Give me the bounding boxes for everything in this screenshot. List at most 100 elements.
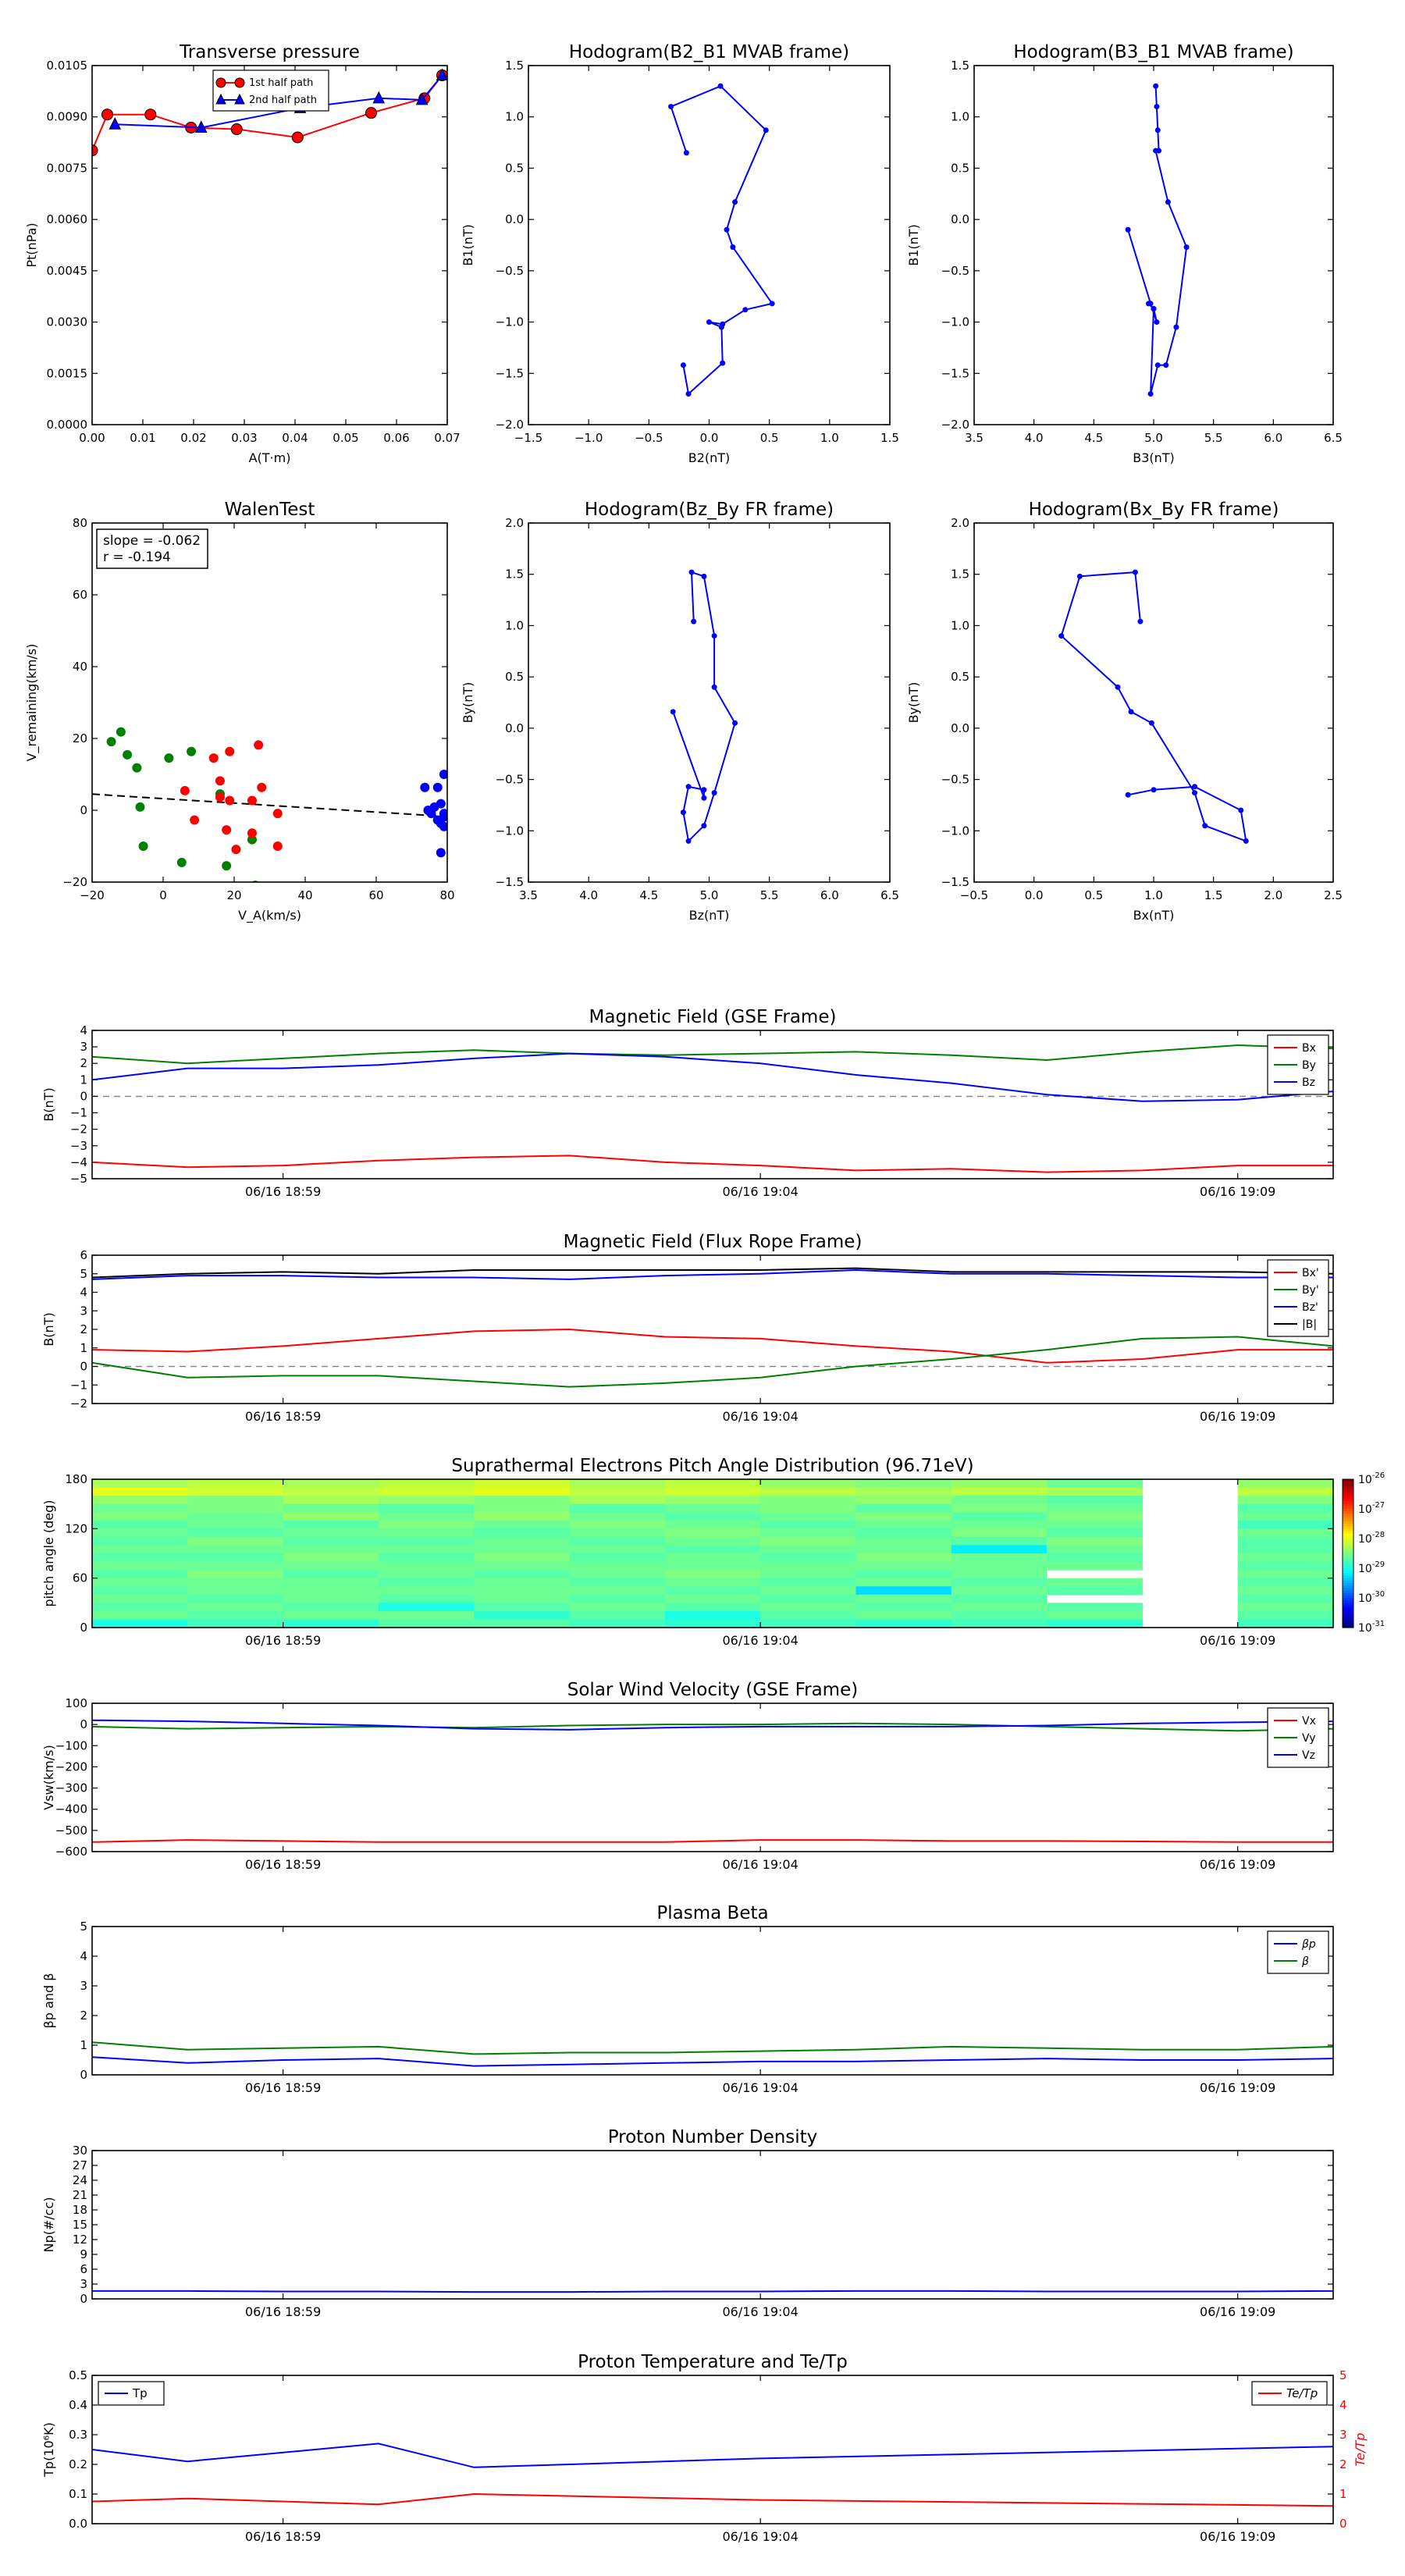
heatmap-cell: [855, 1545, 952, 1554]
series-line-0: [92, 2290, 1333, 2293]
y-tick-label: −0.5: [496, 773, 524, 787]
colorbar-segment: [1343, 1558, 1353, 1562]
y-tick-label: 4: [80, 1286, 87, 1300]
data-point: [670, 709, 676, 715]
colorbar-segment: [1343, 1541, 1353, 1544]
x-tick-label: −0.5: [635, 431, 663, 445]
colorbar-segment: [1343, 1528, 1353, 1532]
data-point: [1125, 226, 1131, 233]
data-layer: [1058, 569, 1249, 844]
heatmap-cell: [474, 1553, 571, 1563]
heatmap-cell: [378, 1561, 475, 1571]
heatmap-cell: [951, 1512, 1048, 1521]
x-tick-label: 06/16 18:59: [245, 2080, 321, 2095]
y-tick-label: −1.0: [941, 824, 969, 838]
x-tick-label: 0.01: [130, 431, 155, 445]
heatmap-cell: [283, 1520, 379, 1529]
data-point: [1183, 244, 1190, 251]
data-point: [372, 91, 386, 104]
data-point: [439, 821, 447, 831]
y-axis-label: B(nT): [41, 1087, 56, 1121]
data-point: [123, 749, 133, 760]
heatmap-cell: [1047, 1603, 1143, 1612]
y-axis-label: B(nT): [41, 1312, 56, 1346]
colorbar-tick-label: 10-29: [1358, 1560, 1385, 1575]
heatmap-cell: [378, 1512, 475, 1521]
y-tick-label: 80: [73, 516, 87, 530]
colorbar-tick-exponent: -30: [1372, 1590, 1385, 1599]
heatmap-cell: [664, 1578, 761, 1587]
series-line-Tp: [92, 2443, 1333, 2468]
data-point: [101, 109, 113, 121]
x-axis-label: B3(nT): [1133, 450, 1175, 465]
x-tick-label: 3.5: [519, 888, 538, 902]
heatmap-cell: [92, 1553, 188, 1563]
heatmap-cell: [92, 1619, 188, 1628]
data-layer: [1125, 83, 1190, 397]
data-point: [222, 825, 232, 835]
y-tick-label: 2.0: [505, 516, 524, 530]
heatmap-cell: [474, 1536, 571, 1546]
heatmap-cell: [760, 1603, 857, 1612]
colorbar-segment: [1343, 1491, 1353, 1495]
data-point: [732, 720, 738, 726]
heatmap-cell: [855, 1528, 952, 1538]
heatmap-cell: [760, 1512, 857, 1521]
colorbar-frame: [1342, 1478, 1354, 1628]
heatmap-cell: [951, 1610, 1048, 1621]
x-tick-label: 0.0: [700, 431, 719, 445]
data-point: [436, 799, 446, 809]
annotation-text: slope = -0.062: [103, 533, 201, 549]
y-tick-label: 5: [80, 1920, 87, 1934]
heatmap-cell: [1237, 1512, 1334, 1521]
plot-frame: [91, 1926, 1334, 2076]
series-line-βp: [92, 2056, 1333, 2067]
chart-title: Transverse pressure: [179, 42, 360, 62]
y-tick-label: −1.0: [496, 824, 524, 838]
series-line-|B|: [92, 1267, 1333, 1279]
panel-vsw: Solar Wind Velocity (GSE Frame) −600 −500 −…: [41, 1680, 1334, 1872]
legend-label: β: [1301, 1955, 1309, 1968]
chart-title: Hodogram(Bx_By FR frame): [1029, 500, 1279, 520]
data-point: [1151, 787, 1157, 793]
heatmap-cell: [760, 1619, 857, 1628]
data-point: [1192, 784, 1198, 790]
heatmap-cell: [855, 1570, 952, 1579]
y-tick-label: 27: [73, 2158, 87, 2172]
heatmap-cell: [569, 1487, 666, 1496]
data-point: [763, 127, 769, 133]
y-axis-label: Vsw(km/s): [41, 1745, 56, 1809]
data-point: [730, 244, 736, 251]
y-tick-label: 0: [80, 803, 87, 817]
chart-title: Suprathermal Electrons Pitch Angle Distr…: [451, 1456, 973, 1476]
x-tick-label: −20: [80, 888, 105, 902]
heatmap-cell: [664, 1479, 761, 1489]
x-axis-label: A(T·m): [249, 450, 291, 465]
heatmap-cell: [187, 1520, 284, 1529]
heatmap-cell: [187, 1545, 284, 1554]
legend-label: By': [1302, 1284, 1319, 1297]
y-tick-label: −1: [70, 1378, 87, 1392]
legend-label: 2nd half path: [249, 94, 317, 106]
heatmap-cell: [283, 1496, 379, 1505]
heatmap-cell: [378, 1619, 475, 1628]
data-point: [180, 785, 190, 795]
x-tick-label: 6.5: [880, 888, 899, 902]
heatmap-cell: [569, 1536, 666, 1546]
legend-Tp: Tp: [98, 2381, 165, 2406]
heatmap-cell: [951, 1520, 1048, 1529]
y-tick-label: 3: [80, 1304, 87, 1318]
heatmap-cell: [1047, 1496, 1143, 1505]
heatmap-cell: [760, 1553, 857, 1563]
legend-marker: [234, 77, 245, 88]
legend-marker: [234, 93, 245, 105]
data-point: [247, 795, 257, 806]
x-tick-label: 0.05: [333, 431, 358, 445]
data-point: [711, 684, 717, 690]
legend-marker: [215, 77, 226, 88]
heatmap-cell: [1047, 1578, 1143, 1587]
x-tick-label: 4.0: [579, 888, 598, 902]
heatmap-cell: [474, 1528, 571, 1538]
chart-title: Hodogram(B3_B1 MVAB frame): [1013, 42, 1293, 62]
y-tick-label: −1.0: [496, 315, 524, 329]
